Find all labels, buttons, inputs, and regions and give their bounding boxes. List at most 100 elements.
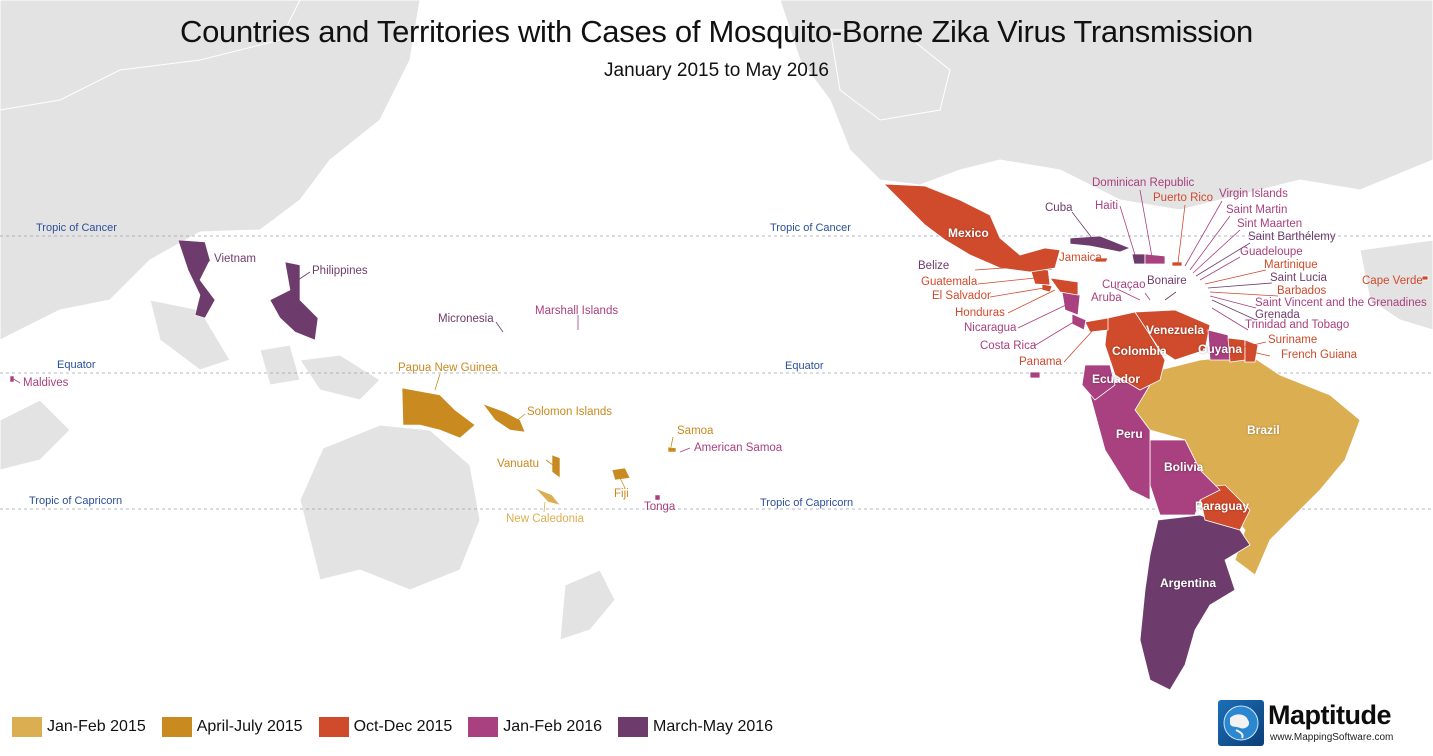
country-puerto-rico [1171, 261, 1183, 267]
label-saint-lucia: Saint Lucia [1270, 272, 1327, 284]
country-new-caledonia [534, 487, 561, 506]
country-galapagos [1029, 371, 1041, 379]
country-bolivia [1149, 439, 1221, 516]
americas [882, 183, 1429, 691]
asia-pacific [9, 239, 677, 506]
label-marshall-islands: Marshall Islands [535, 305, 619, 317]
label-martinique: Martinique [1264, 259, 1318, 271]
label-vietnam: Vietnam [214, 253, 256, 265]
tropic-of-cancer-label-west: Tropic of Cancer [36, 222, 117, 234]
legend-item-jan-feb-2015: Jan-Feb 2015 [12, 717, 146, 737]
label-saint-martin: Saint Martin [1226, 204, 1288, 216]
label-saint-vincent: Saint Vincent and the Grenadines [1255, 297, 1427, 309]
country-fiji [611, 467, 631, 481]
label-bonaire: Bonaire [1147, 275, 1187, 287]
legend-swatch [161, 717, 192, 737]
label-saint-barthelemy: Saint Barthélemy [1248, 231, 1336, 243]
label-samoa: Samoa [677, 425, 714, 437]
tropic-of-cancer-label-east: Tropic of Cancer [770, 222, 851, 234]
label-puerto-rico: Puerto Rico [1153, 192, 1214, 204]
country-brazil [1134, 354, 1361, 576]
map-title: Countries and Territories with Cases of … [180, 14, 1253, 49]
country-haiti [1131, 253, 1146, 265]
label-panama: Panama [1019, 356, 1062, 368]
maptitude-logo-icon [1218, 700, 1264, 746]
country-vietnam [177, 239, 216, 319]
label-cuba: Cuba [1045, 202, 1073, 214]
label-haiti: Haiti [1095, 200, 1119, 212]
legend-label: Oct-Dec 2015 [353, 718, 453, 735]
legend-swatch [468, 717, 499, 737]
legend-item-jan-feb-2016: Jan-Feb 2016 [468, 717, 602, 737]
label-solomon-islands: Solomon Islands [527, 406, 613, 418]
country-papua-new-guinea [401, 387, 476, 439]
legend: Jan-Feb 2015 April-July 2015 Oct-Dec 201… [12, 716, 789, 738]
label-costa-rica: Costa Rica [980, 340, 1037, 352]
label-grenada: Grenada [1255, 309, 1300, 321]
label-bolivia: Bolivia [1164, 460, 1204, 474]
country-dominican-republic [1144, 253, 1166, 265]
label-tonga: Tonga [644, 501, 676, 513]
legend-item-oct-dec-2015: Oct-Dec 2015 [318, 717, 453, 737]
label-aruba: Aruba [1091, 292, 1122, 304]
country-ecuador [1081, 364, 1116, 401]
label-fiji: Fiji [614, 488, 629, 500]
legend-label: Jan-Feb 2015 [47, 718, 146, 735]
legend-item-april-july-2015: April-July 2015 [161, 717, 303, 737]
legend-label: March-May 2016 [653, 718, 774, 735]
country-cuba [1069, 235, 1132, 253]
legend-swatch [318, 717, 349, 737]
label-guatemala: Guatemala [921, 276, 978, 288]
label-dominican-republic: Dominican Republic [1092, 177, 1195, 189]
equator-label-east: Equator [785, 360, 824, 372]
label-micronesia: Micronesia [438, 313, 494, 325]
leader-lines [11, 189, 1279, 513]
label-french-guiana: French Guiana [1281, 349, 1358, 361]
country-honduras [1049, 277, 1079, 296]
globe-icon [1223, 705, 1259, 741]
label-ecuador: Ecuador [1092, 372, 1141, 386]
legend-swatch [12, 717, 42, 737]
legend-swatch [618, 717, 649, 737]
brand-url[interactable]: www.MappingSoftware.com [1270, 732, 1394, 743]
label-nicaragua: Nicaragua [964, 322, 1017, 334]
label-cape-verde: Cape Verde [1362, 275, 1423, 287]
label-vanuatu: Vanuatu [497, 458, 539, 470]
label-suriname: Suriname [1268, 334, 1318, 346]
label-papua-new-guinea: Papua New Guinea [398, 362, 498, 374]
label-el-salvador: El Salvador [932, 290, 991, 302]
country-mexico [882, 183, 1061, 273]
label-philippines: Philippines [312, 265, 368, 277]
label-new-caledonia: New Caledonia [506, 513, 584, 525]
label-mexico: Mexico [948, 226, 989, 240]
label-venezuela: Venezuela [1146, 323, 1205, 337]
label-trinidad-tobago: Trinidad and Tobago [1245, 319, 1350, 331]
label-argentina: Argentina [1160, 576, 1217, 590]
country-solomon-islands [482, 403, 526, 433]
label-brazil: Brazil [1247, 423, 1280, 437]
country-venezuela [1134, 309, 1211, 361]
legend-label: April-July 2015 [196, 718, 303, 735]
maptitude-brand: Maptitude www.MappingSoftware.com [1218, 700, 1418, 748]
equator-label-west: Equator [57, 359, 96, 371]
label-honduras: Honduras [955, 307, 1005, 319]
country-jamaica [1094, 257, 1109, 263]
country-french-guiana [1244, 339, 1259, 363]
country-panama [1084, 317, 1109, 333]
country-philippines [269, 261, 319, 341]
label-virgin-islands: Virgin Islands [1219, 188, 1288, 200]
label-sint-maarten: Sint Maarten [1237, 218, 1303, 230]
label-belize: Belize [918, 260, 950, 272]
label-barbados: Barbados [1277, 285, 1327, 297]
label-guyana: Guyana [1198, 342, 1243, 356]
label-colombia: Colombia [1112, 344, 1167, 358]
map-subtitle: January 2015 to May 2016 [604, 60, 829, 81]
country-costa-rica [1071, 313, 1087, 331]
country-paraguay [1197, 484, 1251, 531]
label-maldives: Maldives [23, 377, 69, 389]
label-jamaica: Jamaica [1059, 252, 1102, 264]
country-maldives [9, 375, 15, 383]
label-american-samoa: American Samoa [694, 442, 783, 454]
country-nicaragua [1061, 291, 1081, 316]
